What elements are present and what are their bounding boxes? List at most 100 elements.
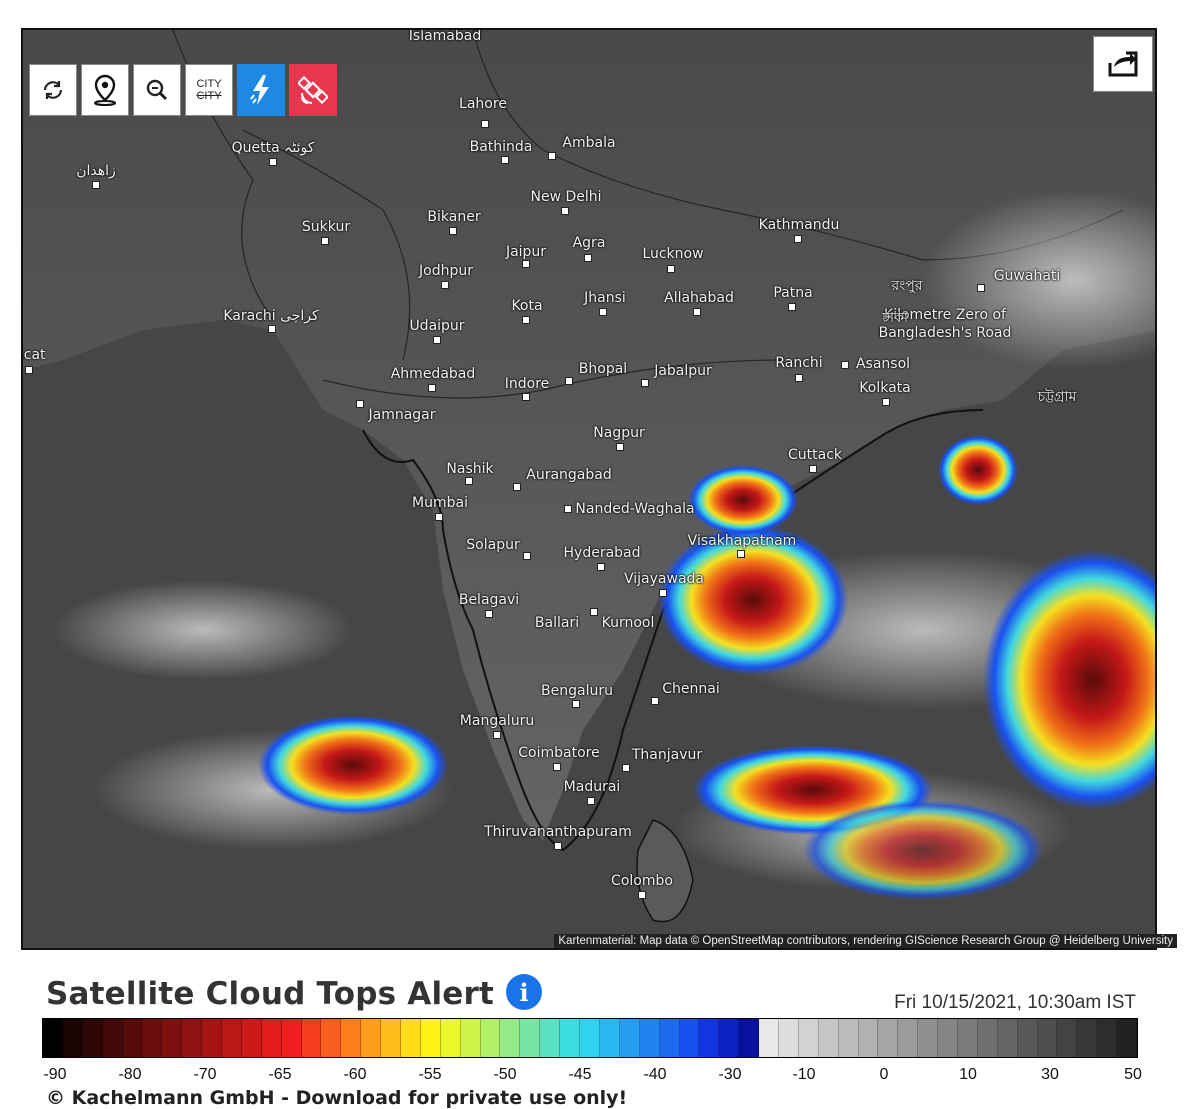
city-marker — [788, 303, 796, 311]
city-marker — [548, 152, 556, 160]
storm-cell-bangladesh — [938, 435, 1018, 505]
color-scale-tick-label: -40 — [643, 1066, 667, 1083]
city-label: Coimbatore — [518, 745, 600, 761]
city-marker — [92, 181, 100, 189]
color-scale-swatch — [858, 1019, 879, 1057]
zoom-button[interactable] — [133, 64, 181, 116]
city-label: Asansol — [855, 356, 911, 372]
city-marker — [667, 265, 675, 273]
color-scale-swatch — [540, 1019, 561, 1057]
color-scale-swatch — [699, 1019, 720, 1057]
refresh-button[interactable] — [29, 64, 77, 116]
color-scale-swatch — [818, 1019, 839, 1057]
city-marker — [481, 120, 489, 128]
color-scale-swatch — [798, 1019, 819, 1057]
info-icon[interactable]: i — [506, 974, 542, 1010]
city-marker — [269, 158, 277, 166]
city-marker — [356, 400, 364, 408]
city-label: Jaipur — [505, 244, 547, 260]
color-scale-swatch — [778, 1019, 799, 1057]
color-scale-swatch — [599, 1019, 620, 1057]
copyright-notice: © Kachelmann GmbH - Download for private… — [46, 1087, 628, 1109]
color-scale-swatch — [878, 1019, 899, 1057]
share-button[interactable] — [1093, 36, 1153, 92]
color-scale-tick-label: 10 — [959, 1066, 977, 1083]
coastline — [362, 409, 984, 852]
color-scale-swatch — [62, 1019, 83, 1057]
city-marker — [553, 763, 561, 771]
city-toggle-button[interactable]: CITY CITY — [185, 64, 233, 116]
city-marker — [485, 610, 493, 618]
storm-cell-andaman — [983, 550, 1155, 810]
city-marker — [433, 336, 441, 344]
color-scale-tick-label: -30 — [718, 1066, 742, 1083]
city-marker — [25, 366, 33, 374]
color-scale-swatch — [977, 1019, 998, 1057]
city-marker — [564, 505, 572, 513]
color-scale-swatch — [719, 1019, 740, 1057]
color-scale-tick-label: 0 — [879, 1066, 889, 1083]
city-label: Karachi کراچی — [223, 308, 319, 324]
map-pin-icon — [94, 74, 116, 106]
city-label: Bathinda — [469, 139, 533, 155]
color-scale-swatch — [182, 1019, 203, 1057]
satellite-button[interactable] — [289, 64, 337, 116]
city-label: Jamnagar — [368, 407, 436, 423]
city-label: Allahabad — [664, 290, 734, 306]
city-label: Solapur — [466, 537, 520, 553]
city-label: Quetta کوئٹہ — [231, 140, 315, 156]
city-marker — [465, 477, 473, 485]
color-scale-swatch — [241, 1019, 262, 1057]
color-scale-swatch — [520, 1019, 541, 1057]
storm-cell-arabian-sea — [258, 715, 448, 815]
refresh-icon — [43, 81, 63, 99]
map-canvas[interactable] — [23, 30, 1157, 950]
city-label: Sukkur — [301, 219, 351, 235]
city-label: scat — [23, 347, 46, 363]
city-marker — [977, 284, 985, 292]
city-marker — [554, 842, 562, 850]
city-label: Vijayawada — [624, 571, 704, 587]
color-scale-swatch — [938, 1019, 958, 1057]
location-button[interactable] — [81, 64, 129, 116]
color-scale-swatch — [1057, 1019, 1078, 1057]
city-label: Ambala — [562, 135, 616, 151]
city-label: Guwahati — [993, 268, 1061, 284]
city-label: ঢাকা — [882, 310, 908, 326]
color-scale-swatch — [381, 1019, 402, 1057]
city-marker — [321, 237, 329, 245]
color-scale-swatch — [122, 1019, 143, 1057]
color-scale-swatch — [440, 1019, 461, 1057]
city-label: Bengaluru — [541, 683, 613, 699]
storm-cell-north-coast — [688, 465, 798, 535]
color-scale-tick-label: -90 — [43, 1066, 67, 1083]
satellite-map[interactable]: CITY CITY Islamabad Lahore Quetta کوئٹہ … — [21, 28, 1157, 950]
color-scale-swatch — [500, 1019, 521, 1057]
color-scale-swatch — [420, 1019, 441, 1057]
city-marker — [522, 393, 530, 401]
color-scale-swatch — [997, 1019, 1018, 1057]
color-scale-tick-label: -80 — [118, 1066, 142, 1083]
color-scale-tick-label: -10 — [792, 1066, 816, 1083]
city-marker — [449, 227, 457, 235]
color-scale-swatch — [341, 1019, 362, 1057]
color-scale-swatch — [1037, 1019, 1058, 1057]
color-scale-swatch — [838, 1019, 859, 1057]
city-label: Jodhpur — [419, 263, 473, 279]
city-marker — [587, 797, 595, 805]
city-label: Kilometre Zero of Bangladesh's Road — [878, 307, 1012, 341]
lightning-button[interactable] — [237, 64, 285, 116]
city-label: Visakhapatnam — [687, 533, 797, 549]
city-marker — [641, 379, 649, 387]
borders — [172, 30, 1124, 399]
color-scale-swatch — [957, 1019, 978, 1057]
color-scale-bar — [42, 1018, 1138, 1058]
color-scale-swatch — [480, 1019, 501, 1057]
city-label: Cuttack — [787, 447, 843, 463]
city-label: Bikaner — [427, 209, 481, 225]
city-label-bottom: CITY — [196, 90, 222, 102]
color-scale-tick-label: -60 — [343, 1066, 367, 1083]
city-marker — [513, 483, 521, 491]
city-label: Mangaluru — [459, 713, 535, 729]
color-scale-swatch — [321, 1019, 342, 1057]
